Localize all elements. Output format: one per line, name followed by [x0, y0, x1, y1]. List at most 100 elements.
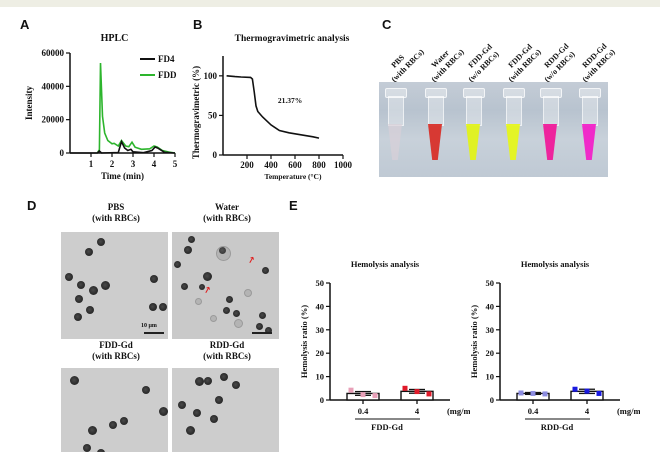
data-point	[584, 388, 590, 394]
series-line-tga	[226, 75, 320, 139]
tube-cap	[540, 88, 562, 98]
data-point	[372, 393, 378, 399]
tube-label: Water(with RBCs)	[429, 47, 466, 84]
tga-chart: Thermogravimetric analysis 0 50 100 200 400 60…	[191, 34, 353, 181]
group-label: FDD-Gd	[371, 422, 403, 432]
legend-label-fd4: FD4	[158, 54, 175, 64]
micrograph-title: Water (with RBCs)	[182, 202, 272, 224]
tube-liquid	[466, 124, 480, 160]
y-tick-label: 60000	[42, 48, 65, 58]
x-tick-label: 4	[152, 159, 157, 169]
tube	[501, 88, 525, 168]
x-tick-label: 0.4	[358, 406, 369, 416]
rbc-cell	[173, 260, 181, 268]
chart-title: Thermogravimetric analysis	[235, 34, 350, 44]
y-tick-label: 0	[320, 395, 324, 405]
rbc-cell	[149, 303, 157, 311]
rbc-cell	[75, 295, 83, 303]
rbc-cell	[225, 295, 233, 303]
rbc-cell	[120, 417, 128, 425]
tube	[423, 88, 447, 168]
micrograph-title-line1: RDD-Gd	[209, 340, 245, 350]
tube	[383, 88, 407, 168]
micrograph-title-line1: Water	[215, 202, 239, 212]
data-point	[596, 390, 602, 396]
rbc-cell	[74, 313, 82, 321]
tube-body	[466, 96, 482, 126]
x-tick-label: 600	[288, 160, 302, 170]
micrograph	[61, 368, 168, 452]
tube-liquid	[543, 124, 557, 160]
rbc-cell	[97, 449, 105, 452]
rbc-cell	[264, 326, 272, 334]
tube-body	[582, 96, 598, 126]
y-tick-label: 40	[316, 301, 325, 311]
x-tick-label: 4	[585, 406, 590, 416]
rbc-cell	[77, 281, 85, 289]
y-tick-label: 30	[486, 325, 495, 335]
x-tick-label: 2	[110, 159, 115, 169]
x-tick-label: 800	[312, 160, 326, 170]
tube-labels: PBS(with RBCs) Water(with RBCs) FDD-Gd(w/o…	[389, 41, 617, 84]
tube-cap	[579, 88, 601, 98]
micrograph: ↑ ↑	[172, 232, 279, 339]
rbc-cell	[232, 309, 240, 317]
rbc-cell	[185, 425, 195, 435]
tube-cap	[385, 88, 407, 98]
rbc-cell	[261, 266, 269, 274]
tube	[461, 88, 485, 168]
rbc-cell	[193, 409, 201, 417]
tube-label: PBS(with RBCs)	[389, 47, 426, 84]
rbc-cell	[142, 386, 150, 394]
rbc-cell	[69, 375, 79, 385]
rbc-cell	[222, 306, 230, 314]
y-tick-label: 50	[208, 110, 218, 120]
micrograph-title: PBS (with RBCs)	[71, 202, 161, 224]
micrograph-title: RDD-Gd (with RBCs)	[182, 340, 272, 362]
rbc-cell	[180, 282, 188, 290]
data-point	[530, 390, 536, 396]
tube-label: FDD-Gd(with RBCs)	[506, 42, 543, 84]
data-point	[542, 391, 548, 397]
x-axis-label: Time (min)	[101, 171, 144, 181]
legend-label-fdd: FDD	[158, 70, 177, 80]
micrograph-title-line2: (with RBCs)	[92, 213, 140, 223]
tube-liquid	[428, 124, 442, 160]
x-tick-label: 5	[173, 159, 178, 169]
panel-label-b: B	[193, 17, 203, 32]
chart-title: Hemolysis analysis	[521, 259, 590, 269]
y-tick-label: 30	[316, 325, 325, 335]
lysed-cell-ghost	[244, 289, 252, 297]
y-tick-label: 10	[316, 372, 325, 382]
rbc-cell	[65, 273, 73, 281]
hemolysis-chart-rdd: Hemolysis analysis 0 10 20 30 40 50 Hemolysis r…	[469, 259, 640, 432]
y-tick-label: 50	[316, 278, 325, 288]
rbc-cell	[178, 401, 186, 409]
y-tick-label: 50	[486, 278, 495, 288]
rbc-cell	[220, 373, 228, 381]
x-tick-label: 400	[264, 160, 278, 170]
tube-body	[543, 96, 559, 126]
y-tick-label: 20	[316, 348, 325, 358]
annotation-mass-loss: 21.37%	[278, 96, 302, 105]
lysed-cell-ghost	[215, 245, 231, 261]
micrograph-title-line1: FDD-Gd	[99, 340, 133, 350]
unit-label: (mg/mL)	[617, 406, 640, 416]
rbc-cell	[210, 415, 218, 423]
data-point	[518, 390, 524, 396]
hemolysis-chart-fdd: Hemolysis analysis 0 10 20 30 40 50 Hemolysis r…	[299, 259, 470, 432]
y-tick-label: 20	[486, 348, 495, 358]
x-tick-label: 1	[89, 159, 94, 169]
data-point	[414, 389, 420, 395]
tube-label: FDD-Gd(w/o RBCs)	[466, 42, 500, 84]
tube-photo-panel: PBS (with RBCs) Water (with RBCs) FDD-Gd (w/o…	[370, 25, 660, 185]
lysed-cell-ghost	[233, 318, 243, 328]
rbc-cell	[100, 280, 110, 290]
tube-label: RDD-Gd(with RBCs)	[580, 41, 617, 84]
rbc-cell	[150, 275, 158, 283]
tube-photo	[379, 82, 608, 177]
tube-body	[428, 96, 444, 126]
rbc-cell	[204, 377, 212, 385]
y-axis-label: Hemolysis ratio (%)	[299, 305, 309, 378]
rbc-cell	[187, 235, 195, 243]
